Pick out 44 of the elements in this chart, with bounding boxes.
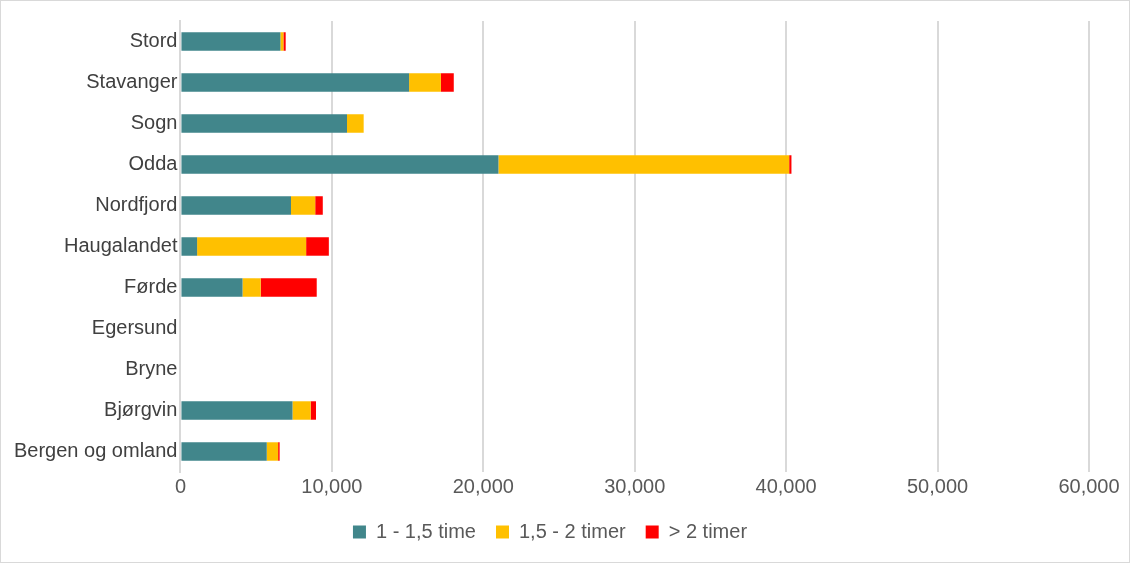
y-tick-label: Sogn <box>130 111 178 134</box>
bar <box>292 401 311 420</box>
y-tick-label: Bryne <box>125 357 178 380</box>
x-tick-label: 50,000 <box>906 474 969 497</box>
bar <box>347 114 364 133</box>
bar <box>306 237 329 256</box>
bar <box>440 73 454 92</box>
y-tick-label: Egersund <box>91 316 178 339</box>
bar <box>290 196 316 215</box>
bar <box>242 278 261 297</box>
bar <box>181 442 267 461</box>
x-tick-label: 10,000 <box>301 474 363 497</box>
y-tick-label: Bjørgvin <box>104 398 178 421</box>
y-tick-label: Bergen og omland <box>13 439 178 462</box>
bar <box>197 237 307 256</box>
bar <box>181 32 281 51</box>
bar <box>181 401 293 420</box>
bar <box>181 278 243 297</box>
y-tick-label: Stavanger <box>86 70 178 93</box>
bar <box>409 73 441 92</box>
bar <box>181 196 291 215</box>
bar <box>181 237 198 256</box>
bar <box>789 155 792 174</box>
legend-label: 1 - 1,5 time <box>375 519 476 542</box>
bar <box>310 401 316 420</box>
x-tick-label: 60,000 <box>1058 474 1120 497</box>
legend-label: 1,5 - 2 timer <box>518 519 627 542</box>
x-tick-label: 40,000 <box>755 474 817 497</box>
y-tick-label: Odda <box>128 152 179 175</box>
bar <box>315 196 323 215</box>
bar <box>260 278 317 297</box>
x-tick-label: 30,000 <box>604 474 666 497</box>
bar <box>181 73 410 92</box>
x-tick-label: 0 <box>174 474 187 497</box>
legend-label: > 2 timer <box>668 519 748 542</box>
y-tick-label: Nordfjord <box>95 193 178 216</box>
y-tick-label: Førde <box>124 275 178 298</box>
bar <box>181 114 348 133</box>
bar <box>498 155 790 174</box>
y-tick-label: Stord <box>129 29 178 52</box>
bar <box>266 442 279 461</box>
y-tick-label: Haugalandet <box>64 234 178 257</box>
x-tick-label: 20,000 <box>452 474 514 497</box>
bar <box>181 155 499 174</box>
